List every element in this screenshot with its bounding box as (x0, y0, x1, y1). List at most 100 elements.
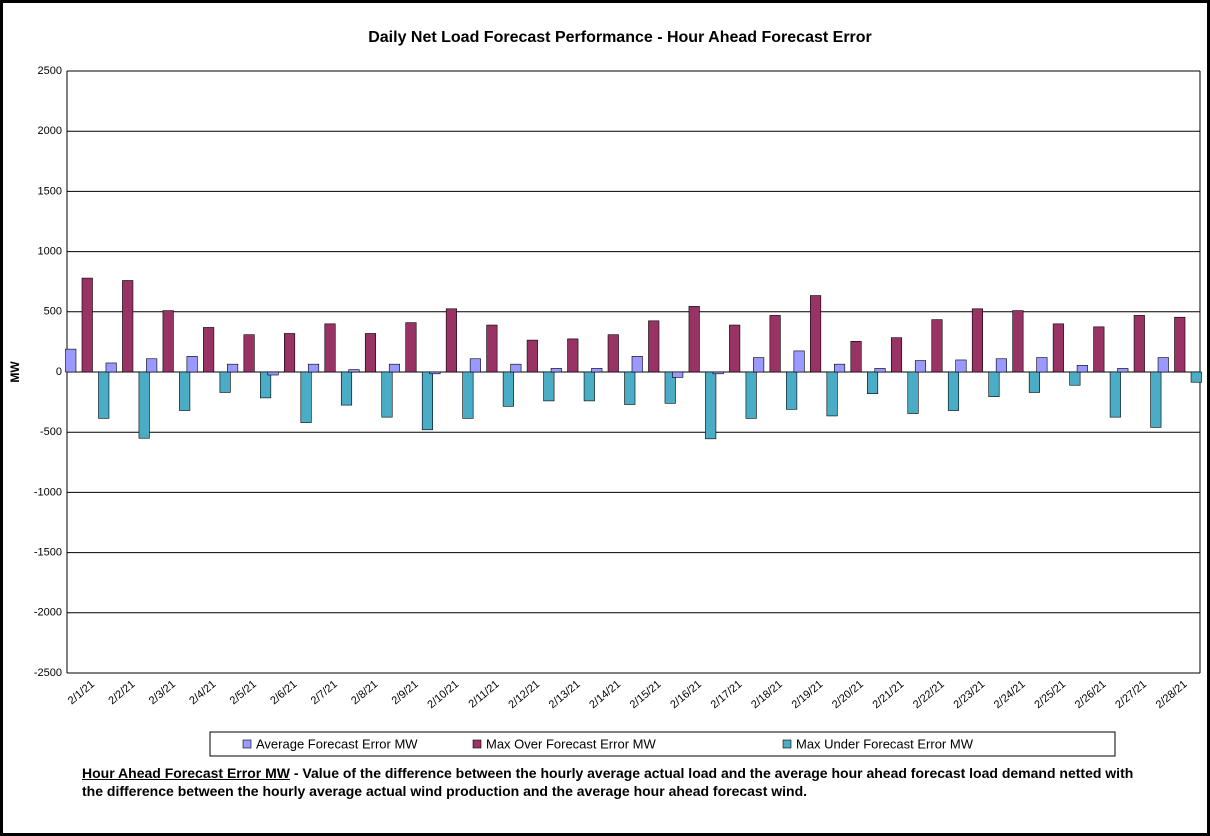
bar (543, 371, 555, 402)
bar (890, 337, 903, 373)
bar (947, 371, 960, 411)
bar (672, 371, 684, 378)
bar (81, 277, 93, 373)
bar (907, 371, 919, 414)
y-tick-label: 2500 (38, 65, 62, 77)
y-axis-label: MW (8, 361, 22, 383)
bar (462, 371, 474, 419)
bar (1036, 357, 1048, 373)
bar (826, 371, 838, 417)
bar (364, 333, 377, 373)
bar (429, 371, 441, 375)
bar (348, 369, 360, 373)
bar (712, 371, 724, 375)
bar (469, 358, 481, 373)
bar (1052, 323, 1064, 373)
bar (1133, 315, 1145, 373)
y-tick-label: 2000 (38, 125, 62, 137)
legend-swatch (472, 739, 482, 749)
bar (138, 371, 150, 439)
bar (705, 371, 717, 440)
bar (1190, 371, 1202, 383)
bar (526, 339, 538, 373)
bar (1174, 316, 1186, 373)
bar (995, 358, 1007, 373)
bar (203, 327, 215, 373)
y-tick-label: -1000 (34, 486, 62, 498)
bar (162, 310, 174, 373)
bar (971, 308, 983, 373)
bar (405, 322, 417, 373)
bar (591, 368, 603, 373)
bar (284, 333, 296, 373)
bar (607, 334, 619, 373)
bar (955, 359, 967, 373)
bar (664, 371, 676, 404)
bar (1117, 368, 1129, 373)
bar (1069, 371, 1081, 386)
bar (510, 363, 522, 373)
bar (340, 371, 353, 406)
bar (502, 371, 514, 407)
bar (186, 356, 198, 373)
y-tick-label: 500 (44, 306, 62, 318)
legend-box (209, 731, 1116, 757)
bar (146, 358, 158, 373)
bar (567, 338, 579, 373)
bar (381, 371, 393, 418)
bar (324, 323, 336, 373)
bar (810, 295, 822, 373)
bar (745, 371, 757, 419)
bar (583, 371, 595, 402)
y-tick-label: 0 (56, 366, 62, 378)
bar (793, 350, 805, 373)
bar (648, 320, 660, 373)
bar (914, 360, 927, 373)
legend-swatch (782, 739, 792, 749)
bar (486, 324, 498, 373)
legend-label: Max Over Forecast Error MW (486, 736, 656, 751)
bar (867, 371, 879, 394)
legend-label: Average Forecast Error MW (256, 736, 418, 751)
bar (227, 363, 239, 373)
bar (1028, 371, 1040, 393)
bar (834, 363, 846, 373)
bar (624, 371, 636, 405)
bar (267, 371, 279, 376)
bar (65, 348, 77, 373)
bar (931, 319, 943, 373)
bar (988, 371, 1000, 397)
bar (769, 315, 781, 373)
bar (753, 357, 765, 373)
footnote: Hour Ahead Forecast Error MW - Value of … (82, 764, 1142, 800)
bar (1150, 371, 1162, 428)
bar (1012, 310, 1024, 373)
y-tick-label: -1500 (34, 547, 62, 559)
bar (243, 334, 255, 373)
bar (1076, 365, 1088, 373)
bar (300, 371, 312, 423)
bar (631, 356, 643, 373)
bar (179, 371, 191, 411)
bar (874, 368, 886, 373)
footnote-term: Hour Ahead Forecast Error MW (82, 765, 290, 781)
bar (421, 371, 433, 431)
bar (219, 371, 231, 393)
y-tick-label: -2500 (34, 667, 62, 679)
bar (1109, 371, 1121, 418)
bar (786, 371, 798, 410)
legend-label: Max Under Forecast Error MW (796, 736, 974, 751)
bar (105, 362, 117, 373)
bar (688, 306, 700, 373)
y-tick-label: 1000 (38, 246, 62, 258)
legend-swatch (242, 739, 252, 749)
bar (445, 308, 457, 373)
bar (1093, 326, 1105, 373)
bar (1157, 357, 1169, 373)
bar (850, 340, 862, 373)
bar (729, 324, 741, 373)
bar (260, 371, 272, 399)
